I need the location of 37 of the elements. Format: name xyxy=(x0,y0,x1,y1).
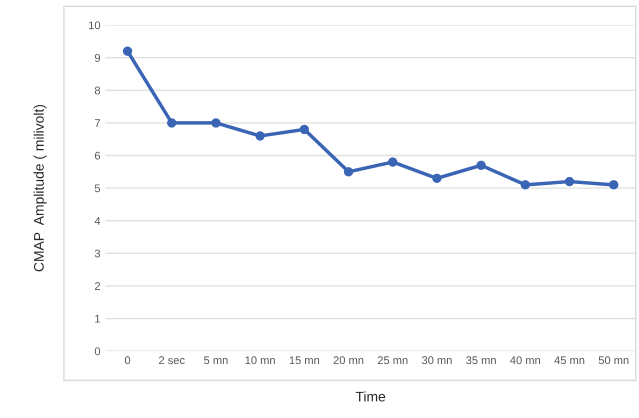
point xyxy=(564,176,574,186)
x-tick-label: 30 mn xyxy=(422,356,452,364)
y-tick-label: 10 xyxy=(89,21,100,30)
point xyxy=(609,180,618,190)
point xyxy=(300,124,310,134)
y-tick-label: 4 xyxy=(94,217,100,225)
point xyxy=(255,131,265,141)
x-tick-label: 50 mn xyxy=(598,356,628,364)
y-tick-label: 3 xyxy=(94,250,100,258)
point xyxy=(167,118,176,128)
x-tick-label: 2 sec xyxy=(159,356,185,364)
point xyxy=(520,180,530,190)
point xyxy=(122,46,132,56)
x-tick-label: 15 mn xyxy=(290,356,320,364)
x-axis-title: Time xyxy=(356,391,386,402)
x-tick-label: 25 mn xyxy=(378,356,408,364)
x-tick-label: 45 mn xyxy=(554,356,584,364)
point xyxy=(476,160,486,170)
x-tick-label: 40 mn xyxy=(510,356,540,364)
point xyxy=(211,118,221,128)
point xyxy=(388,157,398,167)
x-tick-label: 20 mn xyxy=(334,356,364,364)
y-tick-label: 1 xyxy=(95,314,100,323)
y-tick-label: 0 xyxy=(94,347,100,356)
y-tick-label: 7 xyxy=(94,119,100,127)
y-axis-title: CMAP Amplitude ( milivolt) xyxy=(34,104,47,272)
x-tick-label: 10 mn xyxy=(246,356,275,364)
x-tick-label: 5 mn xyxy=(204,356,228,364)
y-tick-label: 8 xyxy=(94,86,100,94)
y-tick-label: 5 xyxy=(94,184,100,192)
y-tick-label: 6 xyxy=(94,152,100,160)
x-tick-label: 0 xyxy=(124,356,130,364)
y-tick-label: 2 xyxy=(94,282,100,290)
x-tick-label: 35 mn xyxy=(466,356,496,364)
point xyxy=(432,174,442,184)
point xyxy=(344,167,354,176)
y-tick-label: 9 xyxy=(94,54,100,62)
